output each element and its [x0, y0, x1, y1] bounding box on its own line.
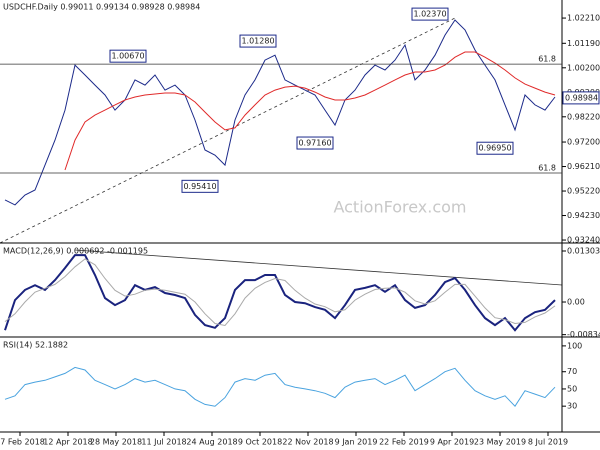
annotation-box: [181, 179, 219, 193]
x-tick-label: 23 May 2019: [474, 438, 526, 447]
last-price-label: 0.98984: [565, 93, 598, 102]
annotation-box: [239, 34, 277, 48]
x-tick-label: 11 Jul 2018: [141, 438, 186, 447]
y-tick-label: 1.02210: [567, 14, 600, 23]
annotation-box: [411, 7, 449, 21]
y-tick-label: 70: [567, 367, 577, 376]
x-tick-label: 24 Aug 2018: [186, 438, 237, 447]
y-tick-label: 0.96210: [567, 162, 600, 171]
rsi-title: RSI(14) 52.1882: [3, 341, 68, 350]
x-tick-label: 27 Feb 2018: [0, 438, 45, 447]
annotation-box: [109, 49, 147, 63]
x-tick-label: 9 Apr 2019: [430, 438, 474, 447]
annotation-label: 0.97160: [298, 139, 331, 148]
x-tick-label: 9 Jan 2019: [335, 438, 378, 447]
y-tick-label: 1.00200: [567, 63, 600, 72]
macd-title: MACD(12,26,9) 0.000692 -0.001195: [3, 247, 148, 256]
last-price-box: [562, 91, 600, 105]
series-line: [64, 51, 556, 171]
fib-label: 61.8: [538, 163, 556, 172]
x-tick-label: 28 May 2018: [90, 438, 142, 447]
chart-title: USDCHF.Daily 0.99011 0.99134 0.98928 0.9…: [3, 3, 200, 12]
y-tick-label: -0.00834: [567, 330, 600, 339]
y-tick-label: 0.95220: [567, 187, 600, 196]
series-line: [4, 258, 556, 327]
annotation-label: 1.02370: [413, 10, 446, 19]
series-line: [4, 19, 556, 206]
x-tick-label: 22 Feb 2019: [379, 438, 429, 447]
y-tick-label: 30: [567, 402, 577, 411]
macd-trend-line: [74, 249, 563, 286]
annotation-box: [296, 136, 334, 150]
annotation-label: 0.96950: [478, 144, 511, 153]
x-tick-label: 8 Jul 2019: [528, 438, 568, 447]
series-line: [4, 366, 556, 408]
y-tick-label: 0.94230: [567, 211, 600, 220]
series-line: [4, 254, 556, 332]
annotation-label: 1.01280: [241, 37, 274, 46]
x-tick-label: 12 Apr 2018: [43, 438, 92, 447]
annotation-box: [476, 141, 514, 155]
annotation-label: 1.00670: [111, 52, 144, 61]
trend-line: [0, 17, 456, 244]
watermark: ActionForex.com: [333, 198, 466, 217]
x-tick-label: 22 Nov 2018: [282, 438, 333, 447]
y-tick-label: 50: [567, 384, 577, 393]
y-tick-label: 1.01190: [567, 39, 600, 48]
y-tick-label: 0.013034: [567, 247, 600, 256]
fib-label: 61.8: [538, 55, 556, 64]
x-tick-label: 9 Oct 2018: [238, 438, 282, 447]
y-tick-label: 0.97200: [567, 138, 600, 147]
y-tick-label: 0.98220: [567, 112, 600, 121]
y-tick-label: 0.93240: [567, 236, 600, 245]
y-tick-label: 0.00: [567, 298, 585, 307]
y-tick-label: 100: [567, 341, 582, 350]
annotation-label: 0.95410: [183, 182, 216, 191]
